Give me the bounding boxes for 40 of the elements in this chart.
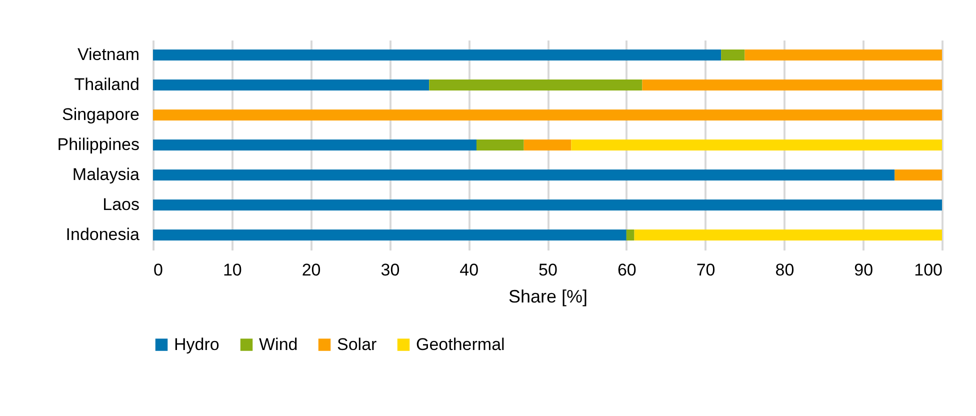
bar — [634, 230, 942, 240]
x-axis-title: Share [%] — [508, 286, 588, 306]
bar — [153, 140, 476, 150]
legend-label: Wind — [259, 334, 298, 354]
x-tick-label: 80 — [775, 260, 794, 280]
bar — [153, 200, 942, 210]
legend-label: Solar — [337, 334, 378, 354]
bar — [571, 140, 942, 150]
x-tick-label: 60 — [617, 260, 636, 280]
legend-label: Hydro — [174, 334, 220, 354]
bar — [153, 170, 895, 180]
x-tick-label: 70 — [696, 260, 716, 280]
bar — [721, 50, 745, 60]
y-tick-label: Thailand — [74, 75, 140, 94]
y-tick-label: Indonesia — [66, 225, 140, 244]
legend-label: Geothermal — [416, 334, 505, 354]
x-tick-label: 40 — [460, 260, 479, 280]
bar — [153, 110, 942, 120]
y-tick-label: Philippines — [57, 135, 140, 154]
y-tick-label: Singapore — [62, 105, 140, 124]
bar — [744, 50, 942, 60]
x-tick-label: 0 — [154, 260, 163, 280]
x-tick-label: 20 — [302, 260, 321, 280]
bar — [153, 50, 722, 60]
x-tick-label: 10 — [222, 260, 242, 280]
bar — [894, 170, 942, 180]
bar — [429, 80, 642, 90]
bar — [153, 80, 430, 90]
bar — [153, 230, 626, 240]
x-tick-label: 50 — [538, 260, 558, 280]
y-tick-label: Laos — [102, 195, 140, 214]
bar — [524, 140, 572, 150]
x-tick-label: 30 — [380, 260, 400, 280]
x-tick-label: 100 — [914, 260, 942, 280]
x-tick-label: 90 — [854, 260, 874, 280]
y-tick-label: Malaysia — [72, 165, 140, 184]
y-tick-label: Vietnam — [77, 45, 140, 64]
bar — [642, 80, 942, 90]
bar — [626, 230, 634, 240]
bar — [476, 140, 524, 150]
